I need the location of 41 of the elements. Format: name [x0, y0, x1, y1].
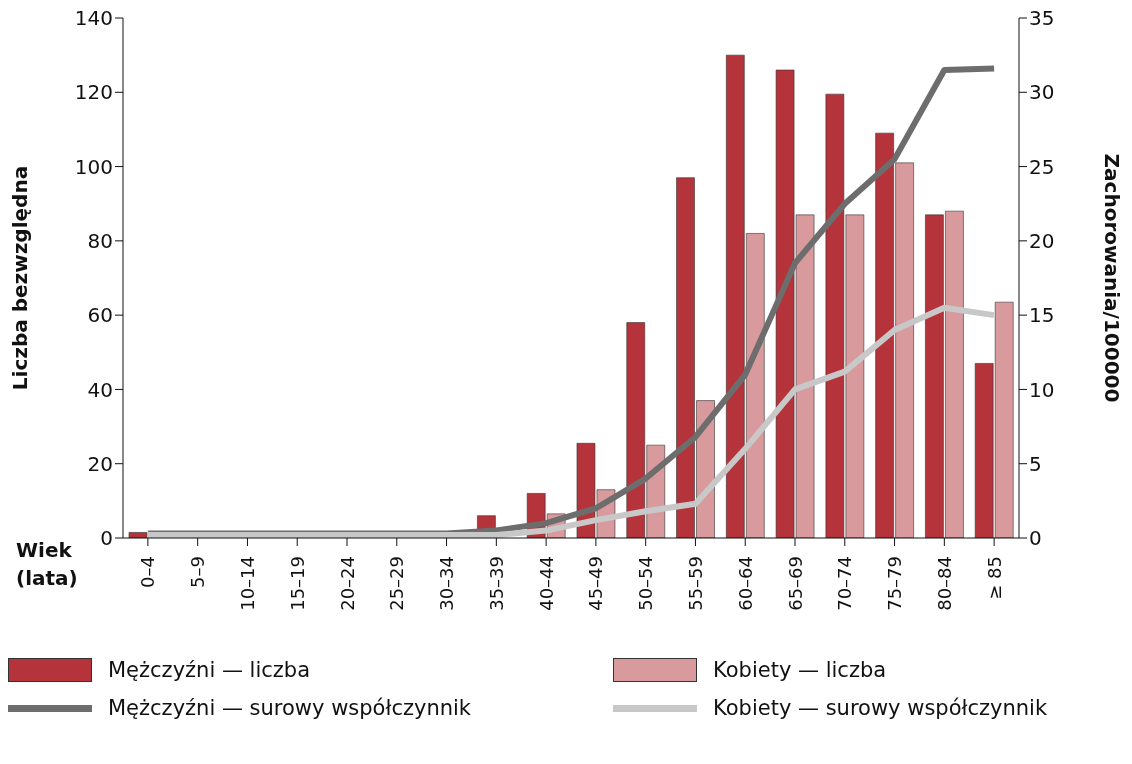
x-tick-label: ≥ 85: [983, 556, 1005, 600]
x-tick-label: 70–74: [834, 556, 856, 611]
y2-tick-label: 20: [1029, 228, 1055, 253]
legend-label: Kobiety — liczba: [713, 658, 887, 682]
x-tick-label: 15–19: [286, 556, 308, 611]
y2-tick-label: 0: [1029, 526, 1042, 551]
x-tick-label: 35–39: [485, 556, 507, 611]
x-tick-label: 55–59: [684, 556, 706, 611]
y2-tick-label: 5: [1029, 451, 1042, 476]
x-tick-label: 25–29: [386, 556, 408, 611]
x-tick-label: 65–69: [784, 556, 806, 611]
legend-label: Kobiety — surowy współczynnik: [713, 696, 1048, 720]
legend-label: Mężczyźni — surowy współczynnik: [108, 696, 471, 720]
x-tick-label: 80–84: [933, 556, 955, 611]
x-tick-label: 30–34: [436, 556, 458, 611]
y-tick-label: 120: [74, 80, 113, 105]
x-tick-label: 0–4: [137, 556, 159, 588]
y-tick-label: 40: [87, 377, 113, 402]
y2-axis-title: Zachorowania/100000: [1099, 153, 1124, 403]
y-tick-label: 80: [87, 228, 113, 253]
y-axis-title: Liczba bezwzględna: [8, 165, 33, 391]
x-tick-label: 40–44: [535, 556, 557, 611]
x-tick-label: 45–49: [585, 556, 607, 611]
y2-tick-label: 35: [1029, 6, 1055, 31]
y-tick-label: 100: [74, 154, 113, 179]
x-tick-label: 10–14: [236, 556, 258, 611]
y-tick-label: 60: [87, 303, 113, 328]
y-tick-label: 0: [100, 526, 113, 551]
y2-tick-label: 15: [1029, 303, 1055, 328]
y2-tick-label: 10: [1029, 377, 1055, 402]
y2-tick-label: 30: [1029, 80, 1055, 105]
x-tick-label: 75–79: [884, 556, 906, 611]
y2-tick-label: 25: [1029, 154, 1055, 179]
y-tick-label: 20: [87, 451, 113, 476]
x-tick-label: 5–9: [187, 556, 209, 588]
y-tick-label: 140: [74, 6, 113, 31]
x-tick-label: 20–24: [336, 556, 358, 611]
legend-label: Mężczyźni — liczba: [108, 658, 311, 682]
x-axis-title: Wiek (lata): [16, 538, 78, 590]
x-tick-label: 50–54: [635, 556, 657, 611]
x-tick-label: 60–64: [734, 556, 756, 611]
